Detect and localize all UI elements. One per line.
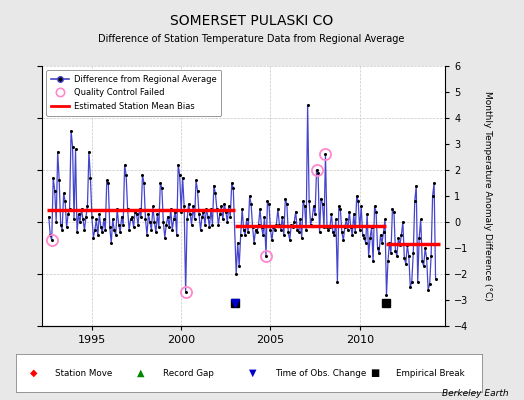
Text: ▼: ▼ (249, 368, 256, 378)
Text: ▲: ▲ (137, 368, 145, 378)
Text: ◆: ◆ (30, 368, 37, 378)
Text: Station Move: Station Move (56, 368, 113, 378)
Text: Time of Obs. Change: Time of Obs. Change (275, 368, 366, 378)
Y-axis label: Monthly Temperature Anomaly Difference (°C): Monthly Temperature Anomaly Difference (… (483, 91, 492, 301)
Text: SOMERSET PULASKI CO: SOMERSET PULASKI CO (170, 14, 333, 28)
Text: Record Gap: Record Gap (162, 368, 213, 378)
Legend: Difference from Regional Average, Quality Control Failed, Estimated Station Mean: Difference from Regional Average, Qualit… (46, 70, 221, 116)
Text: Difference of Station Temperature Data from Regional Average: Difference of Station Temperature Data f… (99, 34, 405, 44)
Text: ■: ■ (370, 368, 379, 378)
Text: Berkeley Earth: Berkeley Earth (442, 389, 508, 398)
Text: Empirical Break: Empirical Break (396, 368, 464, 378)
